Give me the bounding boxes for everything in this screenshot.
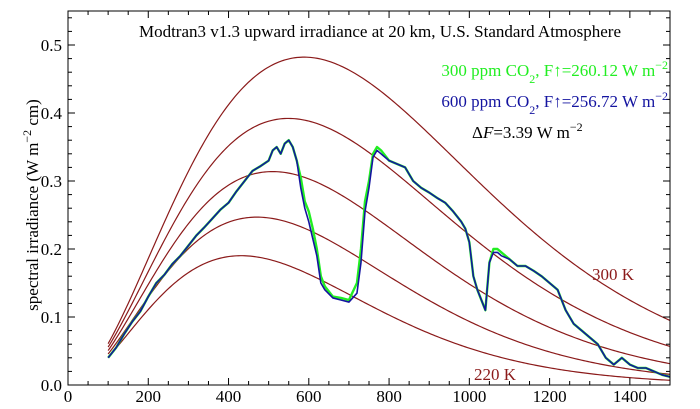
planck-curves (107, 56, 671, 381)
planck-curve-300k (107, 56, 671, 344)
y-tick-label: 0.0 (41, 376, 62, 395)
legend-entry-300ppm: 300 ppm CO2, F↑=260.12 W m−2 (441, 58, 668, 86)
chart-title: Modtran3 v1.3 upward irradiance at 20 km… (139, 22, 621, 41)
planck-curve-220k (107, 255, 671, 381)
legend-entry-600ppm: 600 ppm CO2, F↑=256.72 W m−2 (441, 89, 668, 117)
y-tick-label: 0.4 (41, 104, 63, 123)
y-tick-label: 0.5 (41, 36, 62, 55)
y-axis-label: spectral irradiance (W m−2 cm) (20, 99, 42, 311)
planck-label-300k: 300 K (592, 265, 635, 284)
planck-curve-240k (107, 216, 671, 375)
planck-label-220k: 220 K (474, 365, 517, 384)
x-tick-label: 1200 (533, 387, 567, 404)
planck-curve-260k (107, 170, 671, 365)
x-tick-label: 0 (64, 387, 73, 404)
planck-curve-280k (107, 117, 671, 348)
spectrum-series (107, 139, 671, 379)
legend-delta-flux: ΔF=3.39 W m−2 (472, 120, 583, 142)
x-axis-ticks: 0 200 400 600 800 1000 1200 1400 (64, 11, 671, 406)
x-tick-label: 200 (136, 387, 162, 404)
x-tick-label: 400 (216, 387, 242, 404)
y-axis-ticks: 0.0 0.1 0.2 0.3 0.4 0.5 (41, 17, 670, 395)
series-line-600ppm (107, 139, 671, 378)
y-tick-label: 0.2 (41, 240, 62, 259)
x-tick-label: 600 (296, 387, 322, 404)
y-tick-label: 0.3 (41, 172, 62, 191)
x-tick-label: 1000 (452, 387, 486, 404)
x-tick-label: 800 (376, 387, 402, 404)
y-axis-label-sup: −2 (20, 130, 34, 143)
x-tick-label: 1400 (613, 387, 647, 404)
y-tick-label: 0.1 (41, 308, 62, 327)
